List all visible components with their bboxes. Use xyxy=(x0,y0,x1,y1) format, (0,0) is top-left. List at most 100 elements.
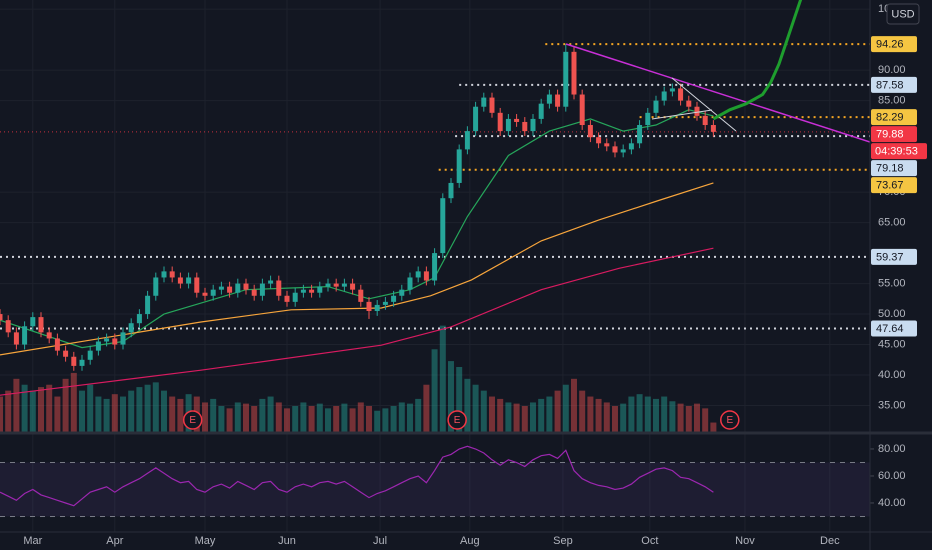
volume-bar xyxy=(431,349,438,432)
candle-body xyxy=(251,289,257,296)
candle-body xyxy=(612,146,618,153)
volume-bar xyxy=(308,406,315,432)
candle-body xyxy=(497,112,503,132)
candle-body xyxy=(686,100,692,107)
candle-body xyxy=(87,350,93,360)
volume-bar xyxy=(464,378,471,432)
price-label: 79.18 xyxy=(876,163,904,175)
drawings xyxy=(565,43,870,143)
candle-body xyxy=(358,289,364,302)
candle xyxy=(514,114,520,127)
currency[interactable]: USD xyxy=(891,8,914,20)
volume-bar xyxy=(406,403,413,432)
candle xyxy=(63,345,69,362)
candle xyxy=(0,309,3,326)
candle-body xyxy=(63,350,69,357)
candle xyxy=(54,333,60,356)
volume-bar xyxy=(226,408,233,432)
candle-body xyxy=(5,320,11,333)
x-tick-label: Aug xyxy=(460,535,480,547)
y-tick-label: 55.00 xyxy=(878,277,906,289)
candle-body xyxy=(571,51,577,95)
candle xyxy=(423,266,429,286)
candle-body xyxy=(489,97,495,113)
y-tick-label: 45.00 xyxy=(878,338,906,350)
candle xyxy=(95,336,101,356)
candle xyxy=(71,351,77,371)
candle xyxy=(612,141,618,158)
rsi-tick-label: 60.00 xyxy=(878,470,906,482)
candle-body xyxy=(71,356,77,366)
candle xyxy=(153,272,159,301)
volume-bar xyxy=(374,410,381,432)
candle-body xyxy=(563,51,569,107)
candle xyxy=(563,44,569,112)
candle xyxy=(407,272,413,295)
volume-bar xyxy=(538,398,545,432)
candle-body xyxy=(579,94,585,126)
volume-bar xyxy=(0,396,3,432)
candle-body xyxy=(694,106,700,116)
candle xyxy=(268,275,274,289)
volume-bar xyxy=(620,403,627,432)
candle-body xyxy=(333,283,339,287)
earnings-label: E xyxy=(726,415,733,426)
candle-body xyxy=(366,301,372,312)
volume-bar xyxy=(169,396,176,432)
candle xyxy=(309,284,315,298)
volume-bar xyxy=(95,396,102,432)
currency-button[interactable] xyxy=(886,3,920,25)
earnings-marker xyxy=(182,410,203,430)
candle-body xyxy=(522,121,528,132)
candle-body xyxy=(382,301,388,305)
candle xyxy=(448,178,454,204)
candle xyxy=(13,327,19,350)
volume-bar xyxy=(333,406,340,432)
candle-body xyxy=(538,103,544,119)
x-tick-label: May xyxy=(195,535,216,547)
candle-body xyxy=(259,283,265,296)
price-label-box xyxy=(871,109,917,126)
candle-body xyxy=(628,143,634,150)
trend-line xyxy=(565,43,870,143)
volume-bar xyxy=(62,378,69,432)
candle-body xyxy=(448,182,454,199)
candle xyxy=(210,284,216,301)
candle-body xyxy=(432,253,438,281)
volume-bar xyxy=(570,378,577,432)
candle xyxy=(235,278,241,298)
candle-body xyxy=(317,286,323,293)
candle xyxy=(5,315,11,338)
candle xyxy=(30,312,36,332)
candles xyxy=(0,44,716,371)
candle xyxy=(637,120,643,149)
candle xyxy=(440,193,446,258)
volume-bar xyxy=(46,384,53,432)
candle-body xyxy=(596,137,602,144)
candle-body xyxy=(374,304,380,312)
candle-body xyxy=(620,149,626,153)
x-tick-label: Oct xyxy=(641,535,658,547)
candle-body xyxy=(38,317,44,333)
candle xyxy=(350,278,356,295)
volume-bar xyxy=(341,403,348,432)
volume-bar xyxy=(644,396,651,432)
volume-bar xyxy=(218,406,225,432)
candle-body xyxy=(546,94,552,104)
volume-bar xyxy=(505,402,512,432)
volume-bar xyxy=(251,406,258,432)
candle xyxy=(686,95,692,112)
volume-bar xyxy=(54,396,61,432)
x-tick-label: Sep xyxy=(553,535,573,547)
candle-body xyxy=(13,332,19,345)
candle-body xyxy=(391,295,397,302)
candle xyxy=(669,83,675,97)
candle xyxy=(161,266,167,283)
candle xyxy=(259,278,265,301)
candle xyxy=(341,278,347,292)
candle-body xyxy=(194,277,200,293)
candle xyxy=(169,266,175,283)
candle xyxy=(645,107,651,130)
candle xyxy=(382,296,388,310)
